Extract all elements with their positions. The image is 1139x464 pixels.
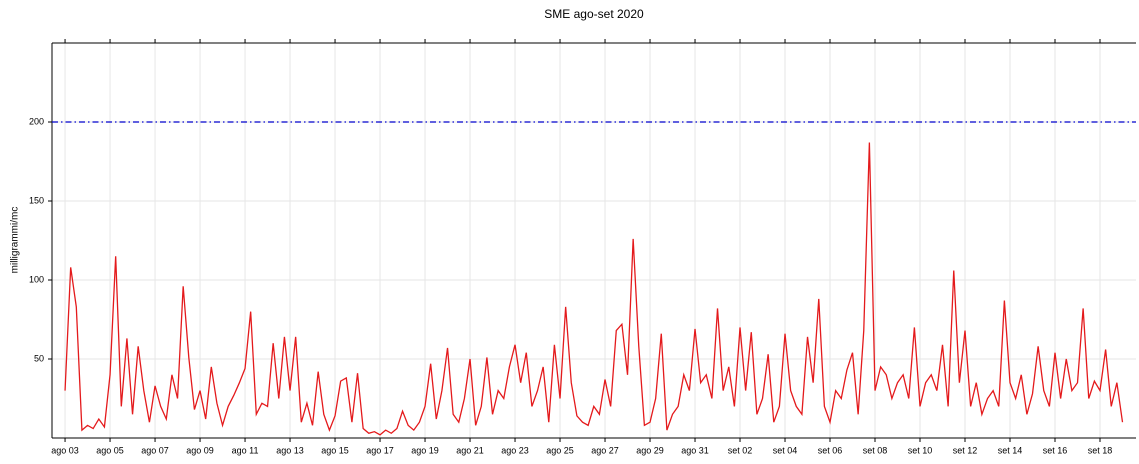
y-tick-label: 100 — [29, 274, 44, 284]
x-tick-label: ago 19 — [411, 445, 439, 455]
chart-title: SME ago-set 2020 — [544, 7, 644, 21]
y-tick-label: 50 — [34, 353, 44, 363]
x-tick-label: set 10 — [908, 445, 933, 455]
x-tick-label: ago 23 — [501, 445, 529, 455]
x-tick-label: ago 05 — [96, 445, 124, 455]
x-tick-label: set 14 — [998, 445, 1023, 455]
x-tick-label: ago 27 — [591, 445, 619, 455]
x-tick-label: set 12 — [953, 445, 978, 455]
x-tick-label: ago 29 — [636, 445, 664, 455]
x-tick-label: set 04 — [773, 445, 798, 455]
x-tick-label: ago 31 — [681, 445, 709, 455]
data-line — [64, 142, 1124, 436]
y-tick-label: 150 — [29, 195, 44, 205]
y-axis-label: milligrammi/mc — [10, 207, 21, 274]
x-tick-label: set 06 — [818, 445, 843, 455]
x-tick-label: set 08 — [863, 445, 888, 455]
x-tick-label: ago 03 — [51, 445, 79, 455]
x-tick-label: set 18 — [1088, 445, 1113, 455]
x-tick-label: ago 07 — [141, 445, 169, 455]
x-tick-label: ago 11 — [232, 445, 259, 455]
x-tick-label: ago 13 — [276, 445, 304, 455]
x-tick-label: set 16 — [1043, 445, 1068, 455]
x-tick-label: ago 25 — [546, 445, 574, 455]
x-tick-label: ago 15 — [321, 445, 349, 455]
x-tick-label: ago 09 — [186, 445, 214, 455]
x-tick-label: ago 17 — [366, 445, 394, 455]
x-tick-label: set 02 — [728, 445, 753, 455]
x-tick-label: ago 21 — [456, 445, 484, 455]
y-tick-label: 200 — [29, 116, 44, 126]
